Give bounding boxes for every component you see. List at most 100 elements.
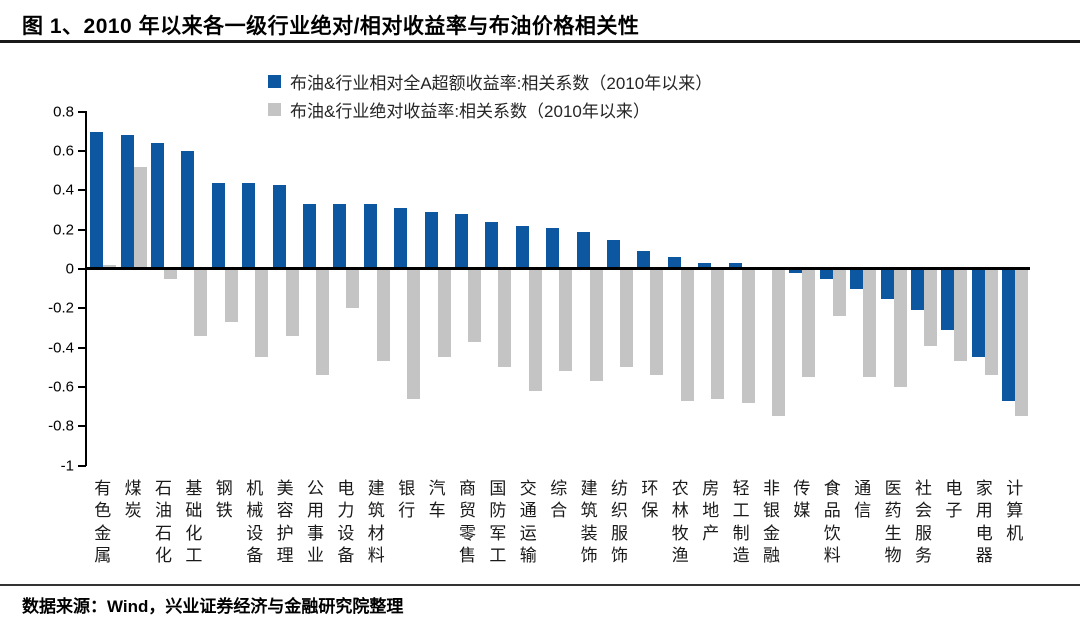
y-axis-tick bbox=[78, 150, 86, 153]
bar-relative bbox=[607, 239, 620, 269]
y-axis-tick-label: -0.4 bbox=[48, 339, 74, 357]
x-axis-label: 食 品 饮 料 bbox=[823, 479, 841, 566]
footer-divider bbox=[0, 584, 1080, 586]
bar-absolute bbox=[164, 269, 177, 279]
x-axis-label: 基 础 化 工 bbox=[185, 479, 203, 566]
x-axis-label: 建 筑 材 料 bbox=[367, 479, 385, 566]
x-axis-label: 电 力 设 备 bbox=[337, 479, 355, 566]
bar-absolute bbox=[680, 269, 694, 401]
x-axis-label: 综 合 bbox=[550, 479, 568, 521]
x-axis-label: 医 药 生 物 bbox=[884, 479, 902, 566]
x-axis-label: 汽 车 bbox=[428, 479, 446, 521]
bar-relative bbox=[880, 269, 894, 299]
bar-relative bbox=[242, 182, 256, 269]
bar-absolute bbox=[194, 269, 208, 336]
y-axis-tick bbox=[78, 464, 86, 467]
bar-relative bbox=[637, 251, 651, 269]
bar-relative bbox=[272, 184, 286, 269]
y-axis-tick bbox=[78, 189, 86, 192]
bar-relative bbox=[455, 214, 468, 269]
x-axis-label: 建 筑 装 饰 bbox=[580, 479, 598, 566]
y-axis-tick-label: -1 bbox=[60, 457, 74, 474]
y-axis-tick-label: -0.6 bbox=[48, 378, 74, 396]
x-axis-label: 轻 工 制 造 bbox=[732, 479, 750, 566]
y-axis-tick-label: 0.6 bbox=[53, 142, 74, 160]
bar-relative bbox=[211, 182, 225, 269]
y-axis-tick bbox=[78, 110, 86, 113]
bar-absolute bbox=[802, 269, 816, 378]
bar-relative bbox=[333, 204, 347, 269]
x-axis-label: 银 行 bbox=[398, 479, 416, 521]
bar-absolute bbox=[285, 269, 299, 336]
x-axis-label: 石 油 石 化 bbox=[155, 479, 172, 566]
bar-relative bbox=[424, 212, 438, 269]
bar-absolute bbox=[893, 269, 907, 387]
bar-relative bbox=[90, 131, 104, 269]
x-axis-label: 交 通 运 输 bbox=[519, 479, 537, 566]
bar-absolute bbox=[437, 269, 451, 358]
bar-absolute bbox=[589, 269, 603, 381]
bar-relative bbox=[120, 135, 134, 269]
y-axis-tick-label: 0 bbox=[65, 260, 74, 278]
x-axis-label: 公 用 事 业 bbox=[307, 479, 324, 566]
y-axis-tick-label: 0.8 bbox=[53, 103, 74, 121]
x-axis-label: 环 保 bbox=[641, 479, 659, 521]
x-axis-label: 计 算 机 bbox=[1006, 479, 1024, 543]
x-axis-label: 通 信 bbox=[854, 479, 872, 521]
x-axis-label: 商 贸 零 售 bbox=[459, 479, 476, 566]
x-axis-label: 电 子 bbox=[945, 479, 963, 521]
bar-relative bbox=[576, 231, 590, 269]
bar-relative bbox=[911, 269, 924, 311]
bar-absolute bbox=[984, 269, 998, 376]
y-axis-tick bbox=[78, 385, 86, 388]
bar-absolute bbox=[407, 269, 421, 399]
y-axis-tick bbox=[78, 425, 86, 428]
legend-label-absolute: 布油&行业绝对收益率:相关系数（2010年以来） bbox=[290, 101, 650, 121]
legend-swatch-absolute-icon bbox=[268, 102, 281, 116]
bar-absolute bbox=[316, 269, 329, 376]
bar-absolute bbox=[528, 269, 542, 391]
legend: 布油&行业相对全A超额收益率:相关系数（2010年以来） 布油&行业绝对收益率:… bbox=[268, 69, 712, 125]
y-axis-tick bbox=[78, 307, 86, 310]
bar-relative bbox=[941, 269, 955, 330]
y-axis-tick-label: 0.2 bbox=[53, 221, 74, 239]
bar-relative bbox=[971, 269, 985, 358]
bar-relative bbox=[151, 143, 164, 269]
bar-absolute bbox=[559, 269, 573, 372]
bar-absolute bbox=[863, 269, 877, 378]
title-divider bbox=[0, 40, 1080, 43]
y-axis-tick-label: -0.2 bbox=[48, 299, 74, 317]
x-axis-label: 钢 铁 bbox=[215, 479, 233, 521]
bar-absolute bbox=[772, 269, 785, 417]
x-axis-label: 房 地 产 bbox=[702, 479, 720, 543]
bar-absolute bbox=[224, 269, 238, 323]
data-source: 数据来源：Wind，兴业证券经济与金融研究院整理 bbox=[22, 597, 404, 616]
y-axis-tick bbox=[78, 268, 86, 270]
bar-relative bbox=[667, 257, 681, 269]
legend-item-absolute: 布油&行业绝对收益率:相关系数（2010年以来） bbox=[268, 97, 712, 121]
bar-relative bbox=[394, 208, 408, 269]
x-axis-label: 有 色 金 属 bbox=[94, 479, 112, 566]
bar-relative bbox=[363, 204, 377, 269]
x-axis-label: 国 防 军 工 bbox=[489, 479, 507, 566]
bar-absolute bbox=[741, 269, 755, 403]
bar-absolute bbox=[832, 269, 846, 317]
x-axis-label: 家 用 电 器 bbox=[975, 479, 993, 566]
x-axis-label: 传 媒 bbox=[793, 479, 811, 521]
bar-absolute bbox=[346, 269, 360, 309]
bar-relative bbox=[728, 263, 742, 269]
bar-relative bbox=[1002, 269, 1016, 401]
x-axis-label: 农 林 牧 渔 bbox=[671, 479, 689, 566]
legend-label-relative: 布油&行业相对全A超额收益率:相关系数（2010年以来） bbox=[290, 73, 713, 93]
bar-absolute bbox=[924, 269, 937, 346]
bar-relative bbox=[819, 269, 833, 279]
bar-absolute bbox=[498, 269, 512, 368]
y-axis-tick bbox=[78, 346, 86, 349]
y-axis-tick-label: 0.4 bbox=[53, 181, 74, 199]
x-axis-label: 纺 织 服 饰 bbox=[611, 479, 628, 566]
y-axis-tick bbox=[78, 228, 86, 231]
legend-item-relative: 布油&行业相对全A超额收益率:相关系数（2010年以来） bbox=[268, 69, 712, 93]
bar-relative bbox=[546, 227, 560, 269]
x-axis-label: 煤 炭 bbox=[124, 479, 142, 521]
